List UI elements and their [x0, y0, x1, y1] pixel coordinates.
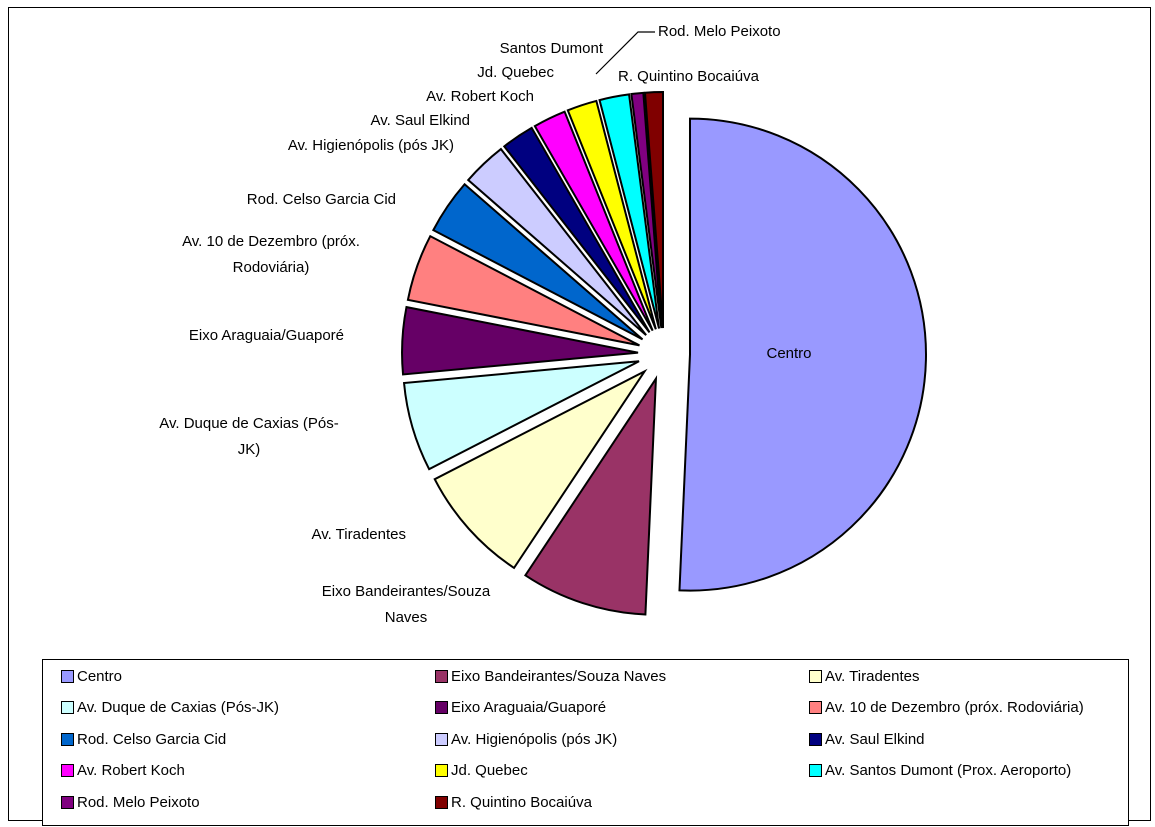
legend-item: Av. Duque de Caxias (Pós-JK)	[61, 698, 279, 718]
legend-item: Jd. Quebec	[435, 761, 528, 781]
legend-item: Eixo Araguaia/Guaporé	[435, 698, 606, 718]
legend-swatch	[61, 764, 74, 777]
legend-swatch	[61, 701, 74, 714]
data-label: Av. Higienópolis (pós JK)	[288, 137, 454, 154]
pie-slice	[401, 305, 639, 376]
legend-swatch	[809, 701, 822, 714]
legend-swatch	[61, 795, 74, 809]
pie-slice	[630, 91, 663, 329]
legend-swatch	[809, 669, 822, 683]
legend-item: Av. Saul Elkind	[809, 729, 925, 749]
data-label: Av. Saul Elkind	[371, 112, 471, 129]
legend-label: Eixo Araguaia/Guaporé	[451, 699, 607, 716]
pie-slice	[533, 110, 654, 332]
data-label: R. Quintino Bocaiúva	[618, 68, 760, 85]
legend-label: Av. Saul Elkind	[825, 730, 925, 748]
legend-label: Av. Robert Koch	[77, 762, 185, 779]
legend: Centro Eixo Bandeirantes/Souza Naves Av. T…	[42, 659, 1129, 826]
data-label: Santos Dumont	[500, 40, 604, 57]
legend-item: Rod. Celso Garcia Cid	[61, 729, 226, 749]
data-label: Av. Robert Koch	[426, 88, 534, 105]
legend-swatch	[809, 764, 822, 777]
pie-slice	[523, 375, 658, 616]
pie-slice	[402, 360, 640, 471]
legend-label: Jd. Quebec	[451, 762, 528, 779]
legend-swatch	[435, 701, 448, 714]
pie-slice	[406, 234, 640, 347]
pie-slice	[502, 126, 651, 334]
legend-label: Av. Santos Dumont (Prox. Aeroporto)	[825, 762, 1072, 779]
legend-item: Rod. Melo Peixoto	[61, 792, 200, 812]
pie-slice	[678, 117, 927, 592]
data-label: Av. Duque de Caxias (Pós-JK)	[159, 415, 339, 458]
legend-label: Eixo Bandeirantes/Souza Naves	[451, 667, 667, 685]
pie-slice	[431, 182, 644, 341]
pie-chart: Centro Eixo Bandeirantes/Souza Naves Av. Ti…	[159, 23, 927, 626]
legend-item: Av. Tiradentes	[809, 666, 920, 686]
data-label: Eixo Bandeirantes/Souza Naves	[322, 583, 491, 626]
legend-item: Av. Santos Dumont (Prox. Aeroporto)	[809, 761, 1071, 781]
legend-swatch	[61, 732, 74, 746]
legend-item: Centro	[61, 666, 122, 686]
legend-label: Centro	[77, 667, 123, 685]
legend-swatch	[435, 669, 448, 683]
legend-label: Rod. Melo Peixoto	[77, 793, 200, 811]
data-label: Rod. Melo Peixoto	[658, 23, 781, 40]
pie-slice	[433, 368, 648, 570]
data-label: Eixo Araguaia/Guaporé	[189, 327, 344, 344]
legend-swatch	[435, 732, 448, 746]
legend-label: Av. Tiradentes	[825, 667, 920, 685]
legend-label: Av. Duque de Caxias (Pós-JK)	[77, 699, 280, 716]
legend-label: Av. 10 de Dezembro (próx. Rodoviária)	[825, 699, 1084, 716]
data-label: Jd. Quebec	[477, 64, 554, 81]
leader-line	[595, 31, 655, 75]
chart-area: Centro Eixo Bandeirantes/Souza Naves Av. Ti…	[8, 7, 1151, 826]
legend-label: R. Quintino Bocaiúva	[451, 793, 592, 811]
pie-slice	[566, 99, 657, 330]
legend-swatch	[61, 669, 74, 683]
legend-label: Av. Higienópolis (pós JK)	[451, 730, 618, 748]
legend-swatch	[435, 795, 448, 809]
legend-label: Rod. Celso Garcia Cid	[77, 730, 227, 748]
pie-slice	[466, 147, 647, 336]
legend-item: Av. 10 de Dezembro (próx. Rodoviária)	[809, 698, 1084, 718]
data-label: Av. Tiradentes	[312, 526, 407, 543]
data-label: Rod. Celso Garcia Cid	[247, 191, 396, 208]
legend-swatch	[435, 764, 448, 777]
data-label: Av. 10 de Dezembro (próx. Rodoviária)	[182, 233, 360, 276]
pie-slice	[643, 91, 665, 329]
legend-swatch	[809, 732, 822, 746]
legend-item: R. Quintino Bocaiúva	[435, 792, 592, 812]
data-label: Centro	[766, 345, 811, 362]
pie-slice	[598, 93, 661, 329]
legend-item: Av. Higienópolis (pós JK)	[435, 729, 617, 749]
legend-item: Eixo Bandeirantes/Souza Naves	[435, 666, 666, 686]
legend-item: Av. Robert Koch	[61, 761, 185, 781]
